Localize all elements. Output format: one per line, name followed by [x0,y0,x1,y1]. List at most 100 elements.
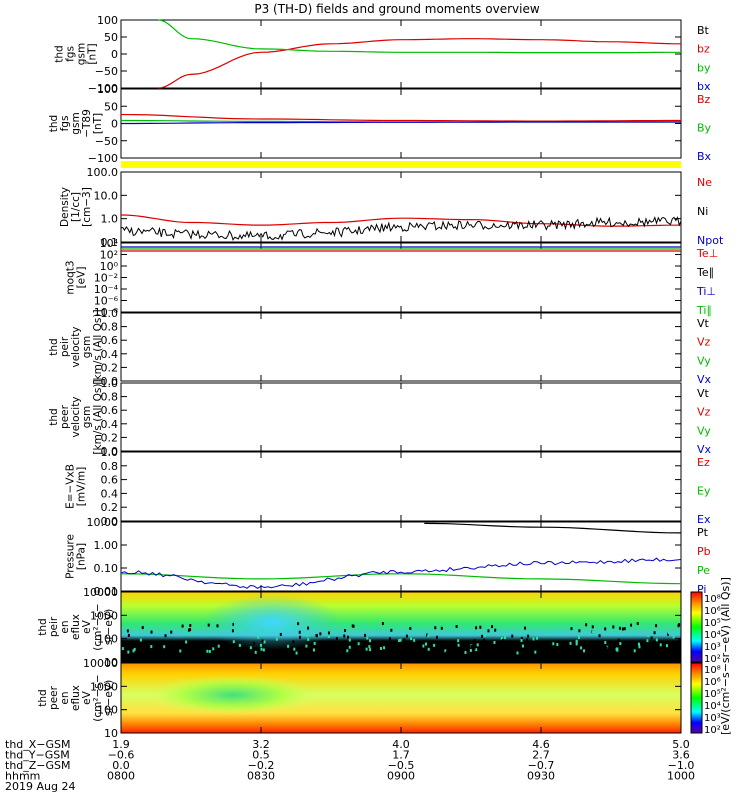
noise-pixel [575,642,578,646]
noise-pixel [469,648,472,652]
legend-Ey: Ey [697,485,711,498]
noise-pixel [659,643,662,647]
noise-pixel [295,651,298,655]
noise-pixel [646,639,649,643]
noise-pixel [150,645,153,649]
y-tick-label: 100.0 [87,166,119,179]
spectrogram-noise [121,622,681,655]
y-tick-label: −100 [88,152,118,165]
y-tick-label: −50 [95,65,118,78]
y-axis-label-line: Pressure [65,534,77,579]
noise-pixel [629,644,632,648]
noise-pixel [573,625,576,629]
noise-pixel [127,633,130,637]
colorbar-tick-label: 10² [704,654,721,665]
noise-pixel [254,650,257,654]
legend-Te⊥: Te⊥ [696,247,718,260]
noise-pixel [634,623,637,627]
noise-pixel [536,636,539,640]
y-tick-label: 0.0 [101,375,119,388]
noise-pixel [298,630,301,634]
legend-Vt: Vt [697,317,710,330]
noise-pixel [636,622,639,626]
y-tick-label: 100 [97,14,118,27]
series-Pi [120,557,682,589]
noise-pixel [653,631,656,635]
footer-value: 5.0 [672,738,690,751]
noise-pixel [437,642,440,646]
series-Bz [120,113,681,122]
noise-pixel [187,628,190,632]
noise-pixel [598,634,601,638]
y-axis-label-line: [km/s (All Qs)] [92,379,104,454]
noise-pixel [426,633,429,637]
spectrogram-blob [148,675,318,715]
noise-pixel [365,647,368,651]
y-axis-label-line: [cm−3] [81,187,93,227]
noise-pixel [232,622,235,626]
noise-pixel [527,634,530,638]
noise-pixel [678,638,681,642]
noise-pixel [254,648,257,652]
noise-pixel [569,646,572,650]
noise-pixel [500,636,503,640]
y-axis-label-line: (cm²−s− [92,674,104,721]
noise-pixel [262,648,265,652]
y-axis-label-line: [eV] [76,267,88,289]
noise-pixel [179,649,182,653]
panel-peer_velocity: 1.00.80.60.40.20.0thdpeervelocitygsm[km/… [48,377,712,458]
noise-pixel [616,647,619,651]
noise-pixel [170,630,173,634]
footer-value: 2.7 [532,749,550,762]
y-axis-label-line: velocity [70,396,82,437]
noise-pixel [520,636,523,640]
noise-pixel [506,648,509,652]
series-Ne [120,214,682,227]
noise-pixel [307,637,310,641]
y-tick-label: 10⁻⁶ [94,295,119,308]
noise-pixel [405,634,408,638]
noise-pixel [164,651,167,655]
noise-pixel [164,634,167,638]
y-axis-label: thdfgsgsm[nT] [54,43,99,65]
y-tick-label: 0.8 [101,391,119,404]
spectrogram-blob [202,594,343,650]
noise-pixel [259,643,262,647]
noise-pixel [121,649,124,653]
y-tick-label: 10⁻⁴ [94,283,119,296]
legend-Pb: Pb [697,545,711,558]
noise-pixel [327,631,330,635]
noise-pixel [575,640,578,644]
noise-pixel [457,639,460,643]
noise-pixel [543,645,546,649]
noise-pixel [261,628,264,632]
y-axis-label-line: sr−eV) [103,680,115,716]
noise-pixel [630,623,633,627]
noise-pixel [343,634,346,638]
noise-pixel [570,627,573,631]
noise-pixel [473,639,476,643]
y-tick-label: 0.4 [101,348,119,361]
colorbar-tick-label: 10⁸ [704,594,721,605]
y-tick-label: 10⁴ [100,237,119,250]
noise-pixel [440,626,443,630]
noise-pixel [621,627,624,631]
noise-pixel [313,641,316,645]
noise-pixel [232,640,235,644]
y-tick-label: 10 [104,656,118,669]
noise-pixel [605,646,608,650]
noise-pixel [135,630,138,634]
noise-pixel [365,625,368,629]
noise-pixel [583,649,586,653]
noise-pixel [647,633,650,637]
colorbar-label: [eV/(cm²−s−sr−eV) (All Qs)] [719,577,732,735]
axes-frame [120,242,682,313]
noise-pixel [153,630,156,634]
footer-value: 1.7 [392,749,410,762]
noise-pixel [150,630,153,634]
y-tick-label: −50 [95,135,118,148]
noise-pixel [192,631,195,635]
noise-pixel [467,643,470,647]
noise-pixel [224,647,227,651]
y-axis-label-line: thd [48,338,60,355]
